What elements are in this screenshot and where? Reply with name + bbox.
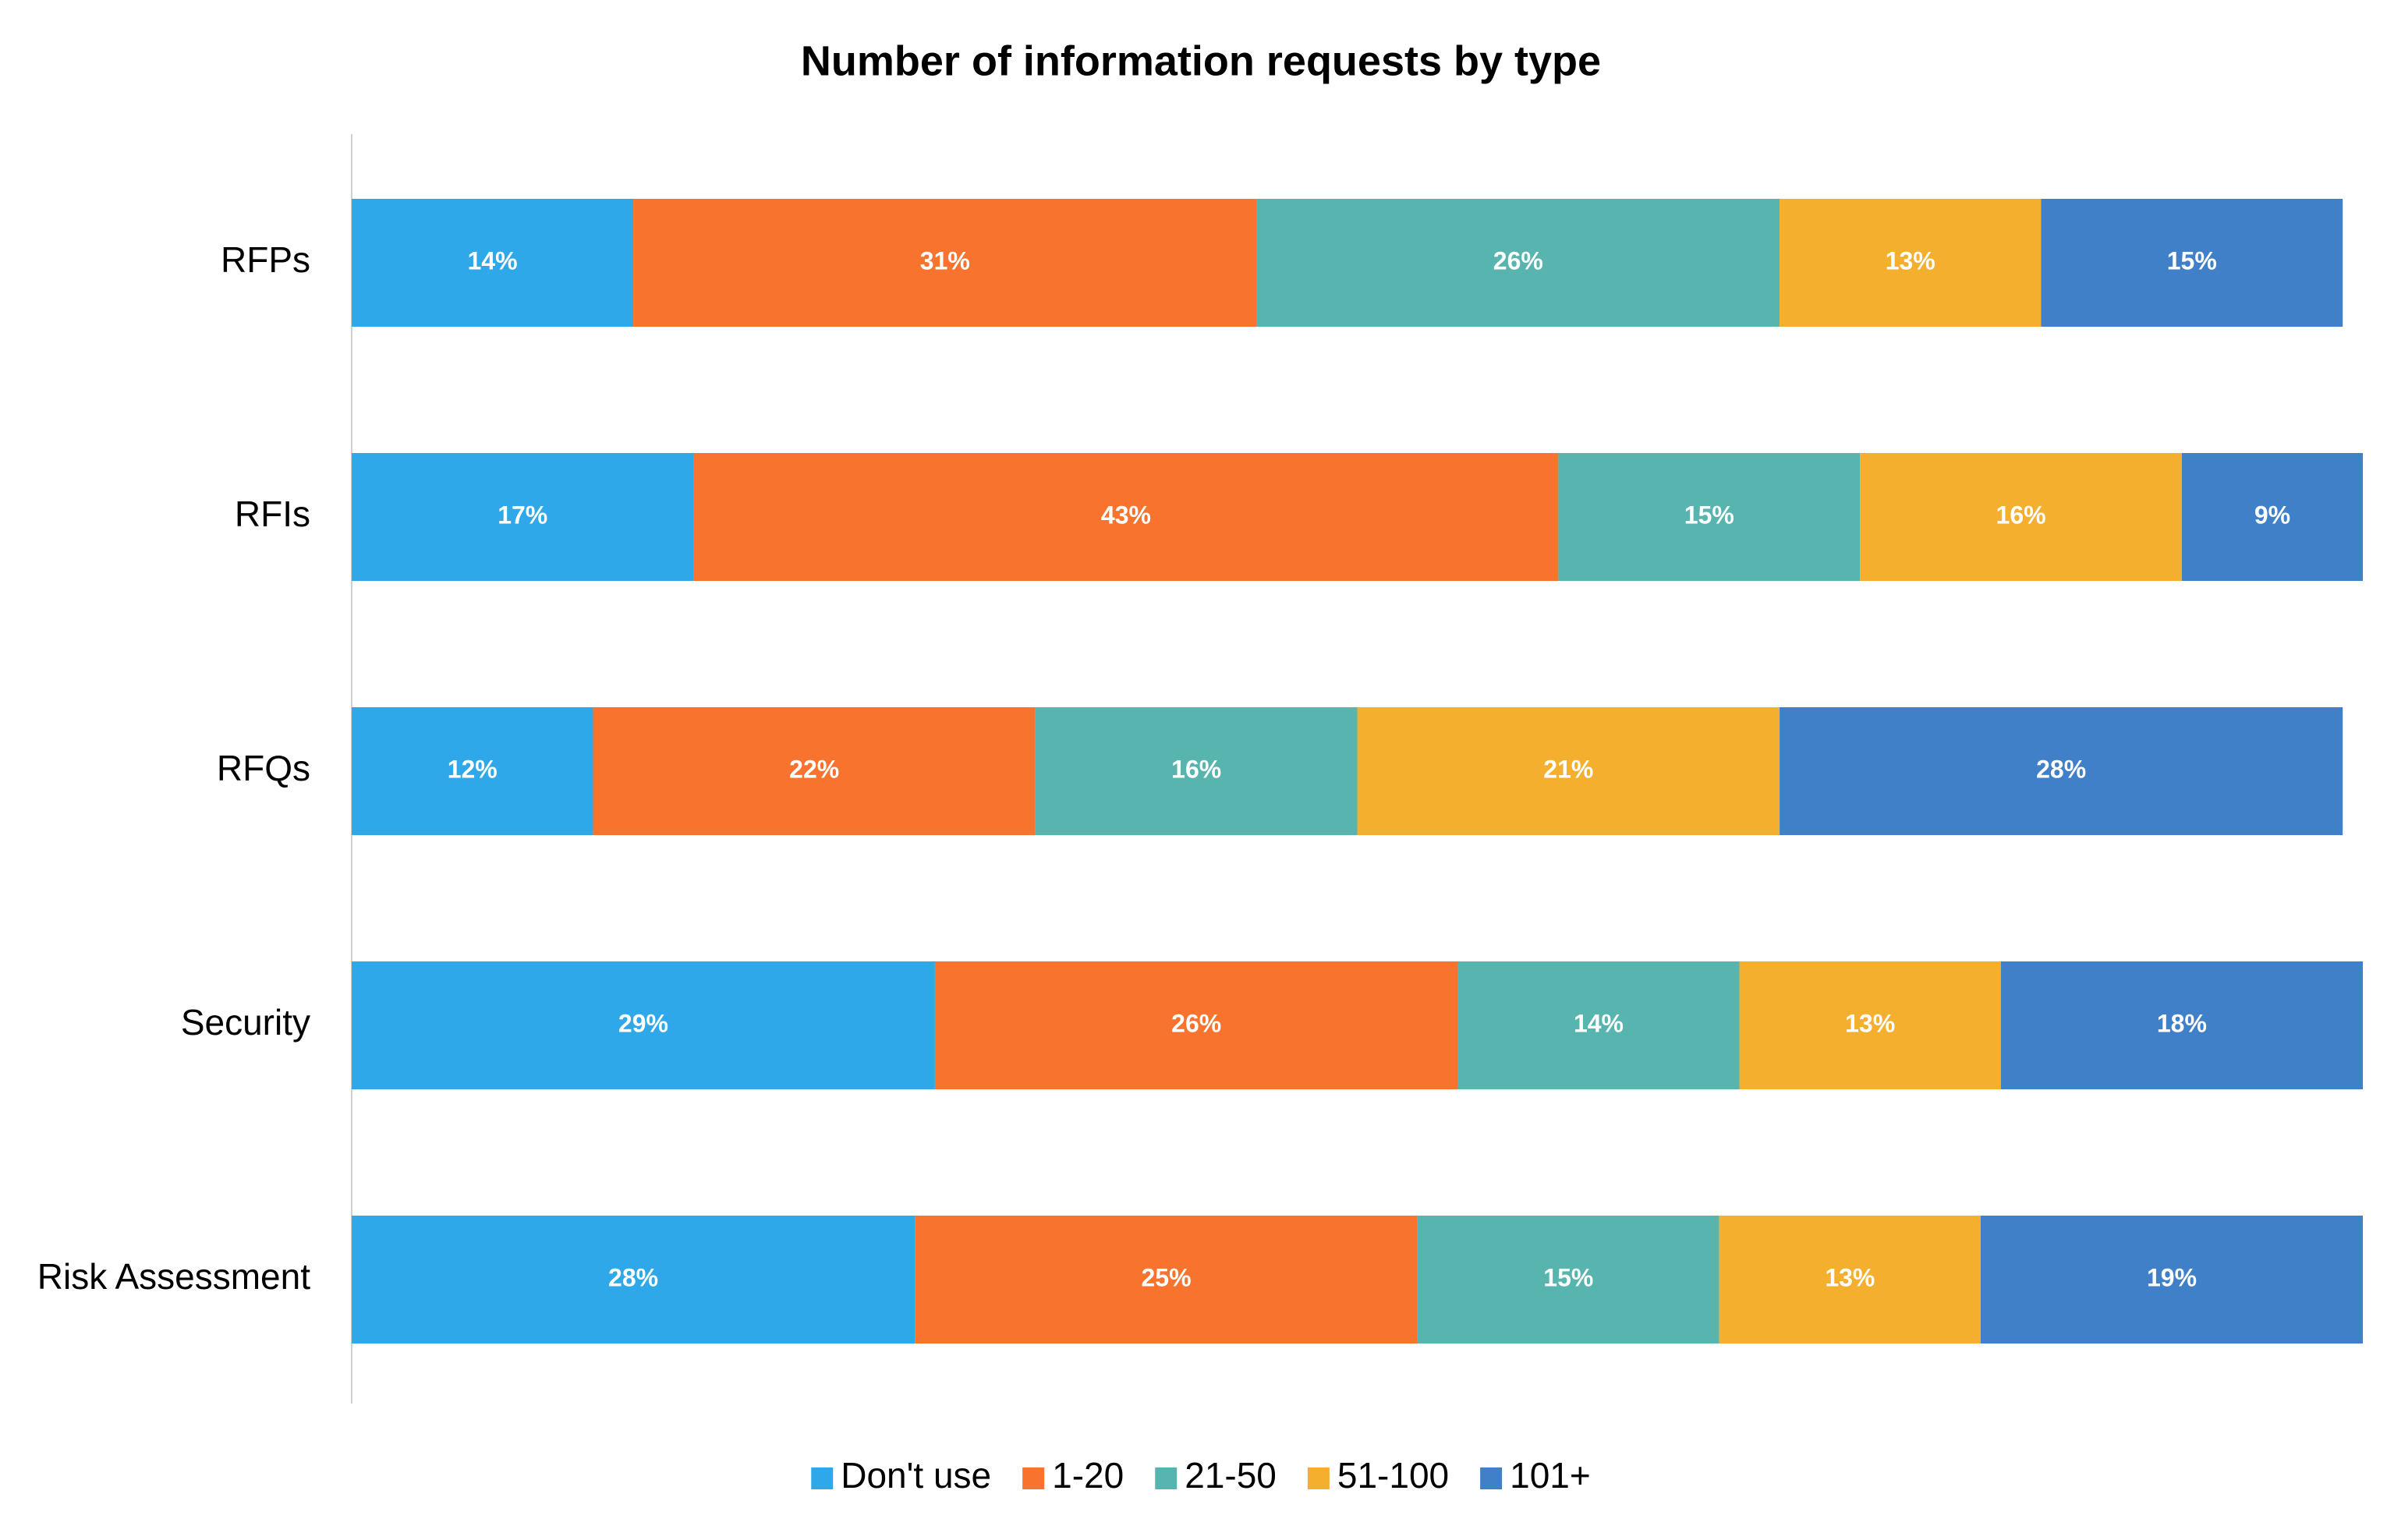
data-label: 15% bbox=[1543, 1263, 1593, 1291]
bar-segment bbox=[1035, 707, 1358, 835]
data-label: 26% bbox=[1171, 1009, 1221, 1037]
data-label: 12% bbox=[448, 755, 498, 783]
data-label: 28% bbox=[2036, 755, 2086, 783]
data-label: 29% bbox=[618, 1009, 668, 1037]
data-label: 13% bbox=[1825, 1263, 1875, 1291]
bar-segment bbox=[1739, 961, 2001, 1089]
data-label: 19% bbox=[2147, 1263, 2197, 1291]
legend-label: 21-50 bbox=[1185, 1455, 1277, 1496]
data-label: 31% bbox=[920, 246, 970, 274]
legend-swatch bbox=[1480, 1467, 1503, 1489]
bar-segment bbox=[2181, 453, 2363, 581]
category-label: RFPs bbox=[221, 239, 310, 280]
bar-segment bbox=[934, 961, 1458, 1089]
bar-segment bbox=[1780, 707, 2343, 835]
legend-swatch bbox=[1155, 1467, 1178, 1489]
data-label: 15% bbox=[2167, 246, 2217, 274]
chart-title: Number of information requests by type bbox=[801, 37, 1601, 84]
legend-swatch bbox=[1307, 1467, 1330, 1489]
legend-label: Don't use bbox=[841, 1455, 991, 1496]
data-label: 14% bbox=[468, 246, 518, 274]
category-label: Security bbox=[181, 1002, 310, 1043]
bar-segment bbox=[352, 961, 935, 1089]
bar-segment bbox=[352, 199, 634, 327]
legend-label: 101+ bbox=[1510, 1455, 1591, 1496]
bar-segment bbox=[1357, 707, 1780, 835]
bar-segment bbox=[1457, 961, 1740, 1089]
bar-segment bbox=[1256, 199, 1780, 327]
legend-swatch bbox=[1022, 1467, 1045, 1489]
legend-label: 51-100 bbox=[1337, 1455, 1449, 1496]
legend-swatch bbox=[811, 1467, 834, 1489]
bar-segment bbox=[1558, 453, 1861, 581]
bar-segment bbox=[593, 707, 1036, 835]
bar-segment bbox=[633, 199, 1257, 327]
category-label: RFIs bbox=[235, 494, 310, 534]
data-label: 13% bbox=[1886, 246, 1935, 274]
data-label: 17% bbox=[498, 501, 547, 529]
data-label: 9% bbox=[2254, 501, 2290, 529]
bar-segment bbox=[352, 453, 694, 581]
legend-label: 1-20 bbox=[1052, 1455, 1124, 1496]
bar-segment bbox=[2041, 199, 2343, 327]
data-label: 28% bbox=[608, 1263, 658, 1291]
data-label: 22% bbox=[789, 755, 839, 783]
bar-segment bbox=[1780, 199, 2042, 327]
data-label: 21% bbox=[1543, 755, 1593, 783]
bar-segment bbox=[352, 1216, 915, 1344]
data-label: 13% bbox=[1845, 1009, 1895, 1037]
category-label: Risk Assessment bbox=[37, 1256, 310, 1297]
category-label: RFQs bbox=[217, 748, 310, 788]
data-label: 16% bbox=[1996, 501, 2046, 529]
data-label: 15% bbox=[1684, 501, 1734, 529]
data-label: 16% bbox=[1171, 755, 1221, 783]
data-label: 18% bbox=[2157, 1009, 2207, 1037]
data-label: 26% bbox=[1493, 246, 1543, 274]
bar-segment bbox=[352, 707, 593, 835]
bar-segment bbox=[1719, 1216, 1981, 1344]
bar-segment bbox=[2000, 961, 2363, 1089]
data-label: 43% bbox=[1101, 501, 1151, 529]
bar-segment bbox=[1417, 1216, 1719, 1344]
data-label: 25% bbox=[1141, 1263, 1191, 1291]
legend: Don't use 1-20 21-50 51-100 101+ bbox=[811, 1455, 1591, 1496]
bar-segment bbox=[1980, 1216, 2363, 1344]
data-label: 14% bbox=[1574, 1009, 1624, 1037]
bar-segment bbox=[693, 453, 1559, 581]
bar-segment bbox=[915, 1216, 1418, 1344]
bar-segment bbox=[1860, 453, 2182, 581]
